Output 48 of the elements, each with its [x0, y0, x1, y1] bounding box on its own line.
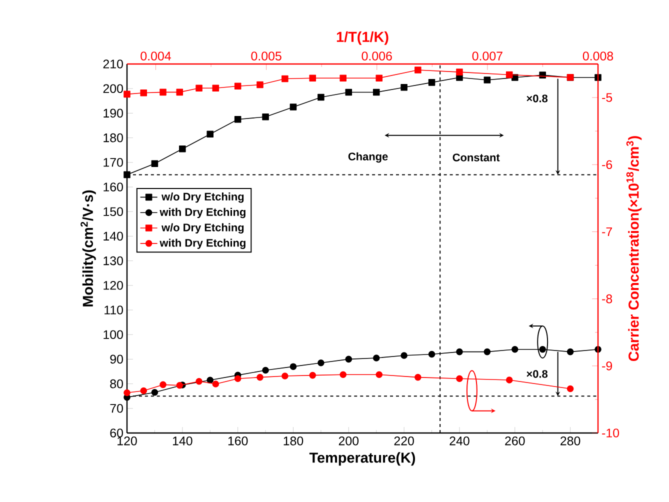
y-tick-label: 180 [104, 133, 123, 142]
y-tick-label: 120 [104, 280, 123, 290]
y2-tick-label: -8 [602, 294, 612, 304]
legend-label: w/o Dry Etching [162, 223, 244, 234]
y-tick-label: 130 [104, 256, 123, 266]
y-tick-label: 110 [104, 306, 123, 314]
x2-tick-label: 0.005 [251, 52, 282, 60]
y-tick-label: 200 [103, 84, 123, 94]
y-tick-label: 190 [104, 108, 123, 118]
x2-axis-title: 1/T(1/K) [336, 31, 388, 45]
y2-axis-title: Carrier Concentration(×10$^{18}$/cm$^{3}$) [626, 136, 642, 361]
x-tick-label: 220 [394, 436, 414, 446]
x2-tick-label: 0.007 [472, 52, 502, 60]
y-tick-label: 80 [110, 379, 123, 388]
y2-tick-label: -6 [602, 160, 612, 170]
y2-tick-label: -9 [602, 362, 612, 370]
x2-tick-label: 0.008 [582, 52, 614, 60]
y-tick-label: 60 [110, 428, 123, 438]
x-axis-title: Temperature(K) [309, 452, 416, 466]
x-tick-label: 260 [505, 436, 525, 446]
annotation: Constant [452, 154, 500, 162]
y-tick-label: 90 [110, 354, 123, 364]
annotation: Change [348, 152, 388, 163]
x-tick-label: 140 [172, 436, 192, 446]
x-tick-label: 180 [284, 436, 304, 446]
y-tick-label: 150 [104, 207, 123, 216]
x2-tick-label: 0.006 [362, 52, 392, 60]
y-tick-label: 100 [104, 330, 123, 340]
x-tick-label: 280 [560, 436, 580, 446]
y2-tick-label: -5 [602, 93, 612, 102]
annotation: ×0.8 [526, 94, 548, 102]
x-tick-label: 200 [338, 436, 359, 446]
legend-label: with Dry Etching [160, 208, 246, 218]
y-tick-label: 170 [104, 158, 123, 167]
x-tick-label: 120 [118, 436, 137, 446]
legend-label: w/o Dry Etching [162, 192, 244, 203]
legend-label: with Dry Etching [160, 238, 246, 249]
y2-tick-label: -10 [602, 428, 620, 438]
annotation: ×0.8 [526, 370, 548, 378]
y-axis-title: Mobility(cm$^{2}$/V·s) [80, 190, 96, 306]
y-tick-label: 210 [103, 60, 123, 68]
x2-tick-label: 0.004 [140, 52, 171, 60]
y-tick-label: 70 [110, 404, 123, 413]
y-tick-label: 140 [104, 232, 123, 241]
x-tick-label: 240 [450, 436, 470, 446]
x-tick-label: 160 [228, 436, 248, 446]
y-tick-label: 160 [104, 182, 123, 192]
y2-tick-label: -7 [602, 227, 612, 236]
